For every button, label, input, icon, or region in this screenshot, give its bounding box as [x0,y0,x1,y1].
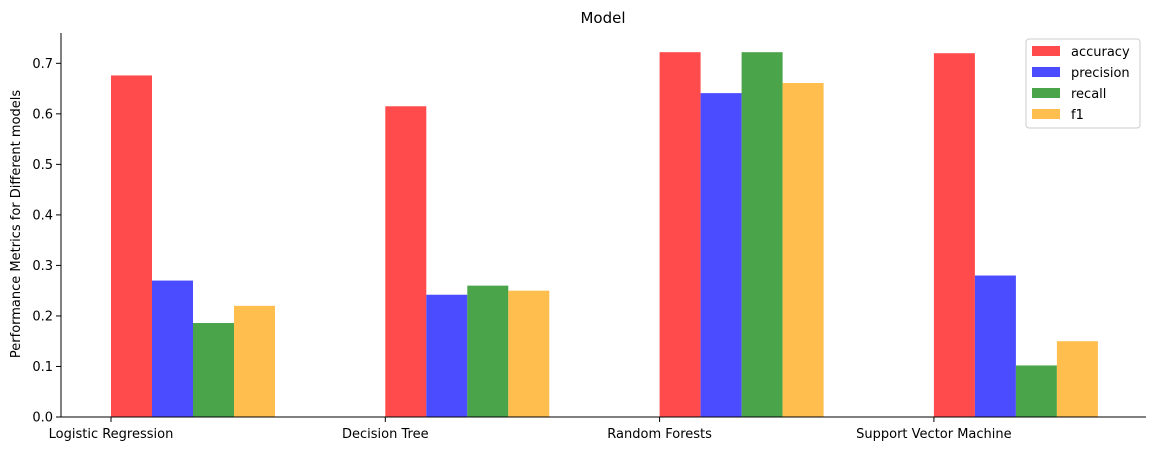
legend-swatch-accuracy [1032,46,1060,56]
legend-label-f1: f1 [1071,108,1084,123]
bar-accuracy-1 [111,75,152,417]
bar-f1-4 [1056,341,1098,417]
legend-label-recall: recall [1071,87,1106,102]
bar-recall-3 [741,52,783,417]
legend-label-accuracy: accuracy [1071,45,1130,60]
y-axis-title: Performance Metrics for Different models [9,90,24,358]
y-tick-label: 0.6 [32,107,53,122]
x-tick-label: Decision Tree [342,427,429,442]
bar-f1-3 [782,83,824,417]
x-tick-label: Logistic Regression [49,427,174,442]
bar-recall-2 [467,285,509,417]
bars-group [111,52,1098,418]
bar-precision-2 [426,294,468,417]
bar-f1-2 [508,290,550,417]
y-tick-label: 0.1 [32,360,53,375]
legend-swatch-f1 [1032,109,1060,119]
bar-f1-1 [234,305,275,417]
x-tick-label: Random Forests [607,427,712,442]
bar-accuracy-3 [659,52,701,417]
legend-swatch-recall [1032,88,1060,98]
bar-accuracy-4 [933,53,975,418]
bar-recall-4 [1015,365,1057,417]
bar-recall-1 [193,323,234,417]
chart-title: Model [580,9,625,27]
legend: accuracy precision recall f1 [1025,38,1141,129]
y-tick-label: 0.0 [32,411,53,426]
bar-precision-3 [700,93,742,417]
y-tick-label: 0.2 [32,309,53,324]
bar-precision-1 [152,280,193,417]
x-tick-label: Support Vector Machine [856,427,1012,442]
y-tick-label: 0.3 [32,259,53,274]
y-tick-label: 0.7 [32,57,53,72]
y-tick-label: 0.4 [32,208,53,223]
x-axis: Logistic Regression Decision Tree Random F… [49,416,1146,442]
y-axis: 0.0 0.1 0.2 0.3 0.4 0.5 0.6 0.7 [32,33,62,426]
y-tick-label: 0.5 [32,158,53,173]
bar-precision-4 [974,275,1016,417]
legend-box [1025,38,1141,129]
legend-swatch-precision [1032,67,1060,77]
bar-accuracy-2 [385,106,427,418]
legend-label-precision: precision [1071,66,1130,81]
